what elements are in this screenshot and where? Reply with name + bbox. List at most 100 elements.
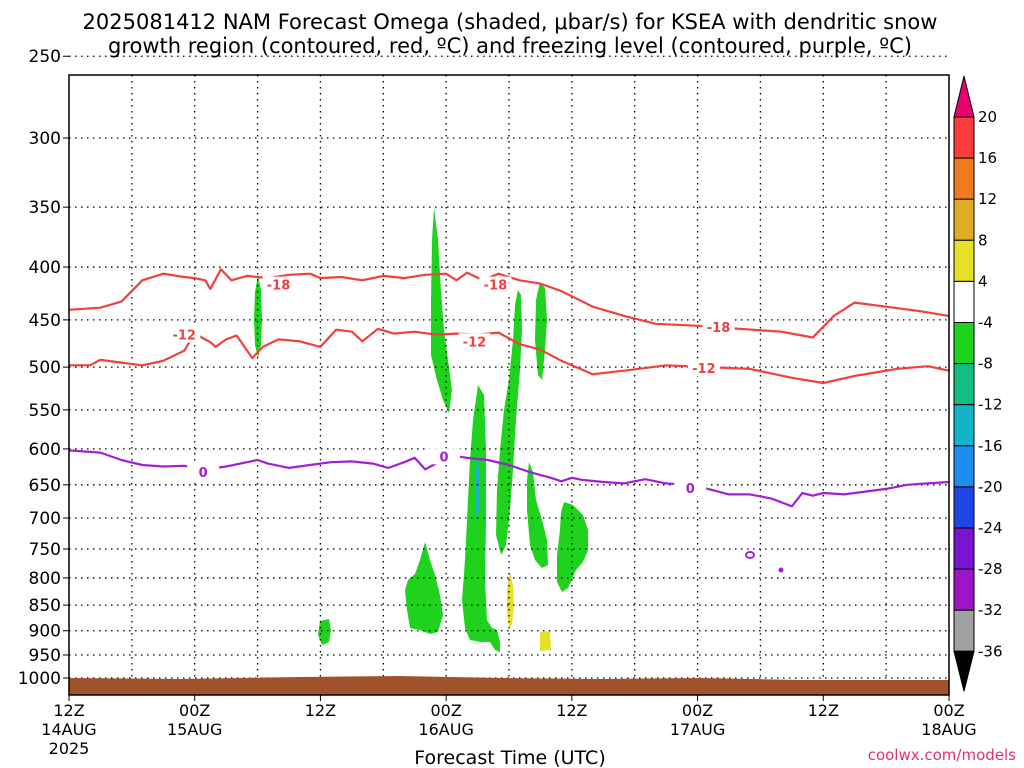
omega-cell (535, 282, 547, 380)
colorbar-label: 20 (978, 108, 997, 126)
x-tick-time: 12Z (53, 701, 84, 720)
colorbar-label: -8 (978, 355, 993, 373)
contour-label: -18 (484, 279, 508, 294)
colorbar-swatch (953, 568, 975, 611)
y-tick-label: 800 (29, 569, 61, 589)
plot-border (68, 74, 950, 696)
colorbar-swatch (953, 527, 975, 570)
contour-label: -18 (707, 321, 731, 336)
y-tick-label: 850 (29, 596, 61, 616)
y-tick-label: 550 (29, 401, 61, 421)
y-tick-label: 600 (29, 440, 61, 460)
x-tick-date: 17AUG (670, 720, 725, 739)
contour-line (68, 268, 950, 339)
colorbar-label: -32 (978, 601, 1003, 619)
omega-cell (405, 542, 443, 634)
y-tick-label: 500 (29, 358, 61, 378)
contour-label-bg (458, 333, 491, 350)
colorbar-swatch (953, 239, 975, 282)
x-tick-time: 00Z (933, 701, 964, 720)
freezing-level-small-contour (778, 567, 784, 573)
colorbar-arrow-top (953, 75, 975, 118)
colorbar-label: -20 (978, 478, 1003, 496)
contour-label-bg (687, 360, 720, 377)
contour-label-bg (674, 480, 707, 497)
omega-cell (431, 208, 452, 413)
x-tick-date: 16AUG (418, 720, 473, 739)
x-tick-time: 00Z (179, 701, 210, 720)
contour-label: 0 (686, 482, 695, 497)
colorbar-label: 8 (978, 231, 988, 249)
omega-cell (527, 462, 548, 568)
y-tick-label: 400 (29, 258, 61, 278)
colorbar-label: -12 (978, 396, 1003, 414)
colorbar: 20 16 12 8 4 -4 -8 -12 -16 -20 -24 -28 -32 -36 (953, 75, 1003, 692)
colorbar-swatch (953, 609, 975, 652)
x-tick-time: 12Z (556, 701, 587, 720)
y-tick-label: 650 (29, 476, 61, 496)
colorbar-swatch (953, 157, 975, 200)
colorbar-swatch (953, 116, 975, 159)
omega-cell (540, 631, 551, 651)
contour-label: 0 (440, 450, 449, 465)
freezing-level-small-contour (745, 551, 755, 559)
x-tick-date: 15AUG (167, 720, 222, 739)
colorbar-swatch (953, 445, 975, 488)
y-tick-label: 300 (29, 129, 61, 149)
plot-area: -18 -18 -18 -12 -12 -12 0 0 0 (68, 55, 950, 696)
terrain-band (69, 676, 949, 695)
contour-label: 0 (199, 466, 208, 481)
contour-label: -18 (267, 279, 291, 294)
colorbar-label: -36 (978, 642, 1003, 660)
x-tick-year: 2025 (49, 739, 90, 758)
colorbar-label: -4 (978, 314, 993, 332)
contour-label-bg (702, 318, 735, 335)
grid (69, 55, 949, 695)
y-tick-label: 700 (29, 509, 61, 529)
y-tick-label: 450 (29, 311, 61, 331)
colorbar-swatch (953, 404, 975, 447)
chart-title-line-2: growth region (contoured, red, ºC) and f… (108, 34, 912, 58)
contour-labels: -18 -18 -18 -12 -12 -12 0 0 0 (168, 276, 735, 497)
contour-label-bg (479, 276, 512, 293)
credit-text: coolwx.com/models (868, 746, 1016, 764)
colorbar-swatch (953, 280, 975, 323)
colorbar-swatch (953, 486, 975, 529)
omega-cell (462, 385, 500, 652)
omega-cell (557, 502, 588, 592)
omega-cell (496, 290, 522, 555)
contour-label: -12 (692, 362, 716, 377)
contour-label-bg (428, 448, 461, 465)
x-tick-date: 14AUG (41, 720, 96, 739)
y-tick-label: 750 (29, 540, 61, 560)
contour-label: -12 (172, 329, 196, 344)
contour-label-bg (187, 464, 220, 481)
colorbar-arrow-bottom (953, 650, 975, 692)
colorbar-label: 12 (978, 190, 997, 208)
chart-title-line-1: 2025081412 NAM Forecast Omega (shaded, μ… (83, 10, 938, 34)
y-tick-label: 350 (29, 198, 61, 218)
colorbar-swatch (953, 322, 975, 365)
x-axis-label: Forecast Time (UTC) (414, 747, 605, 768)
colorbar-label: -24 (978, 519, 1003, 537)
y-tick-label: 1000 (18, 669, 61, 689)
contour-label-bg (168, 326, 201, 343)
omega-shading (254, 208, 588, 652)
colorbar-label: 4 (978, 272, 988, 290)
x-tick-time: 12Z (305, 701, 336, 720)
colorbar-label: -16 (978, 437, 1003, 455)
y-axis-ticks: 250 300 350 400 450 500 550 600 650 700 750 800 850 9… (18, 47, 69, 689)
colorbar-label: -28 (978, 560, 1003, 578)
y-tick-label: 950 (29, 646, 61, 666)
omega-cell (475, 455, 479, 520)
x-tick-time: 00Z (430, 701, 461, 720)
colorbar-swatch (953, 363, 975, 406)
x-tick-date: 18AUG (921, 720, 976, 739)
colorbar-swatch (953, 198, 975, 241)
x-tick-time: 00Z (682, 701, 713, 720)
contour-line (68, 449, 950, 508)
contour-label: -12 (463, 335, 487, 350)
colorbar-label: 16 (978, 149, 997, 167)
